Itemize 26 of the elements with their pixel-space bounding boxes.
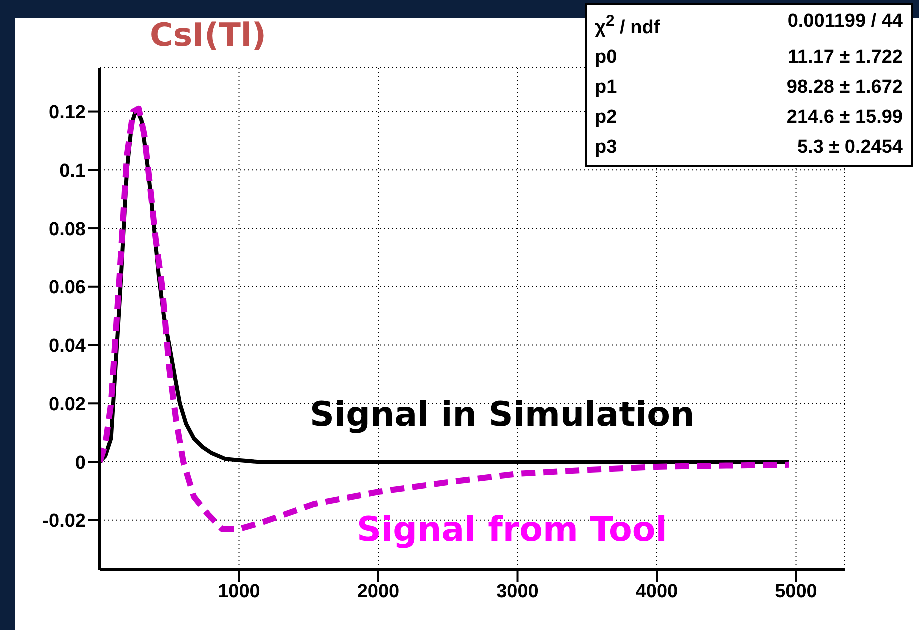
series-label: Signal from Tool <box>357 510 668 550</box>
x-tick-label: 5000 <box>775 581 818 602</box>
text: χ$^{2}$ / ndf <box>595 12 660 40</box>
series-label: Signal in Simulation <box>310 395 695 435</box>
x-tick-label: 4000 <box>636 581 678 602</box>
y-tick-label: 0.08 <box>49 219 86 240</box>
chart-title: CsI(Tl) <box>150 16 266 54</box>
x-tick-label: 3000 <box>496 581 539 602</box>
annotation: p1 <box>595 76 618 100</box>
annotation: p3 <box>595 136 618 160</box>
x-tick-label: 1000 <box>218 581 260 602</box>
y-tick-label: 0.04 <box>49 336 86 358</box>
annotation: p2 <box>595 106 618 130</box>
y-tick-label: 0 <box>75 452 86 474</box>
annotation: 11.17 ± 1.722 <box>788 46 903 70</box>
annotation: p0 <box>595 46 618 70</box>
annotation: 5.3 ± 0.2454 <box>797 136 903 160</box>
x-tick-label: 2000 <box>357 581 400 602</box>
y-tick-label: 0.12 <box>49 102 86 124</box>
y-tick-label: 0.1 <box>60 160 86 182</box>
annotation: 214.6 ± 15.99 <box>786 106 903 130</box>
y-tick-label: 0.06 <box>49 278 86 299</box>
y-tick-label: -0.02 <box>42 511 86 532</box>
text: 0.001199 / 44 <box>788 10 903 34</box>
annotation: 98.28 ± 1.672 <box>786 76 903 100</box>
y-tick-label: 0.02 <box>49 394 86 416</box>
